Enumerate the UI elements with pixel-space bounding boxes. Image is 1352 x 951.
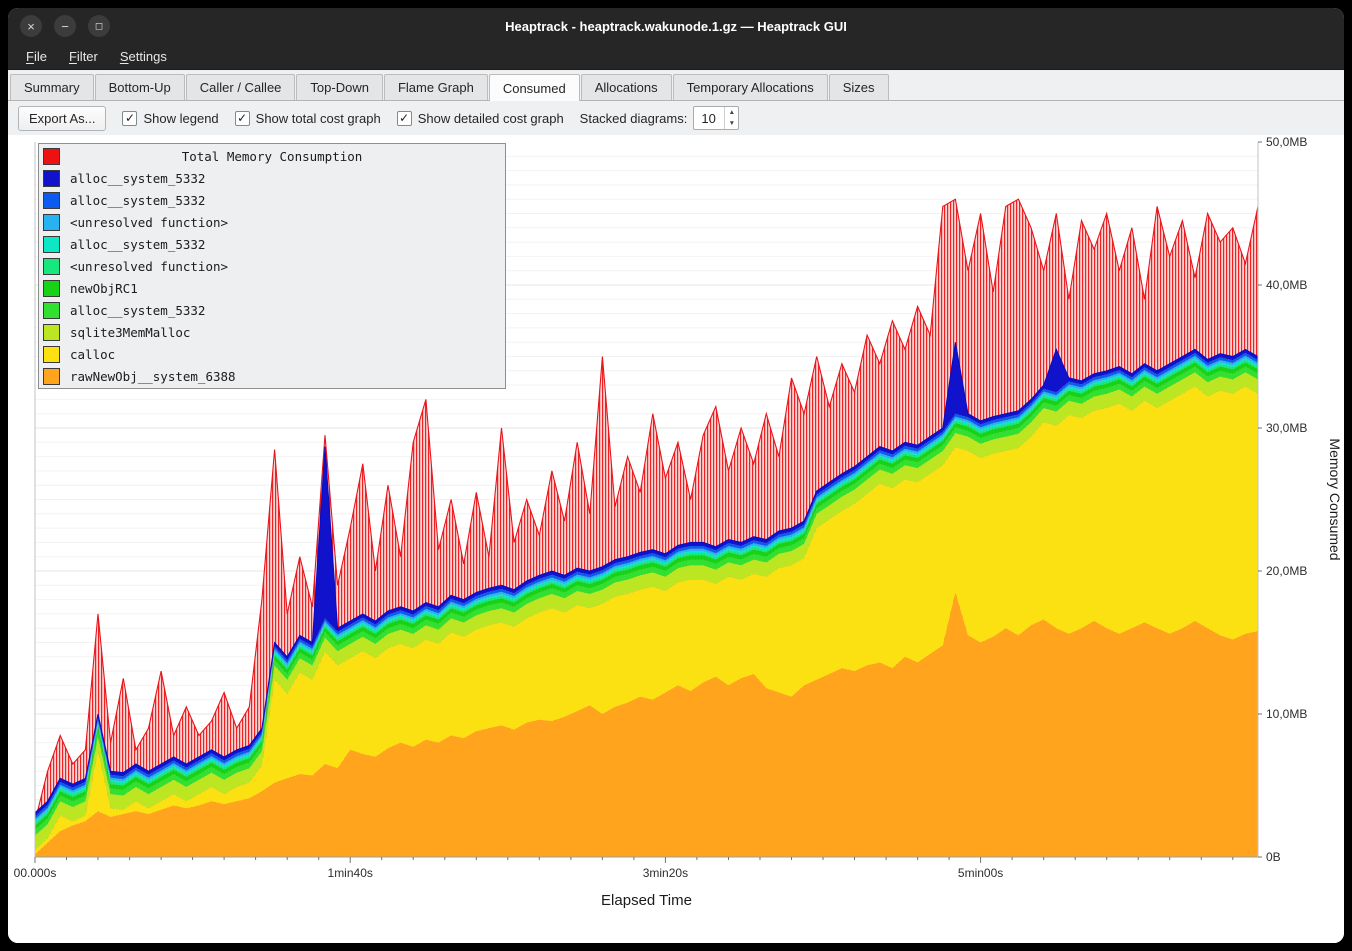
checkmark-icon: ✓ bbox=[397, 111, 412, 126]
stacked-diagrams-label: Stacked diagrams: bbox=[580, 111, 688, 126]
legend-item-label: <unresolved function> bbox=[70, 215, 228, 230]
legend-swatch bbox=[43, 192, 60, 209]
tab-flame-graph[interactable]: Flame Graph bbox=[384, 74, 488, 100]
tab-top-down[interactable]: Top-Down bbox=[296, 74, 383, 100]
minimize-button[interactable]: − bbox=[54, 15, 76, 37]
legend-item-label: alloc__system_5332 bbox=[70, 171, 205, 186]
legend-item: <unresolved function> bbox=[39, 255, 505, 277]
checkbox-show-detailed-cost-graph[interactable]: ✓ Show detailed cost graph bbox=[397, 111, 564, 126]
tab-consumed[interactable]: Consumed bbox=[489, 74, 580, 101]
stacked-diagrams-spinbox[interactable]: 10 ▲ ▼ bbox=[693, 106, 739, 130]
checkbox-label: Show legend bbox=[143, 111, 218, 126]
legend-item-label: calloc bbox=[70, 347, 115, 362]
legend-item-label: alloc__system_5332 bbox=[70, 237, 205, 252]
legend-swatch bbox=[43, 368, 60, 385]
x-axis-title: Elapsed Time bbox=[601, 892, 692, 909]
legend-item: newObjRC1 bbox=[39, 277, 505, 299]
x-tick-label: 1min40s bbox=[328, 866, 373, 880]
legend-swatch bbox=[43, 236, 60, 253]
window-controls: × − ◻ bbox=[20, 15, 110, 37]
legend-item: <unresolved function> bbox=[39, 211, 505, 233]
y-tick-label: 10,0MB bbox=[1266, 707, 1307, 721]
legend-title-row: Total Memory Consumption bbox=[39, 145, 505, 167]
legend-item-label: newObjRC1 bbox=[70, 281, 138, 296]
maximize-icon: ◻ bbox=[95, 21, 103, 32]
spinbox-down-button[interactable]: ▼ bbox=[725, 118, 738, 129]
export-as-button[interactable]: Export As... bbox=[18, 106, 106, 131]
x-tick-label: 00.000s bbox=[14, 866, 57, 880]
spinbox-up-button[interactable]: ▲ bbox=[725, 107, 738, 118]
menubar: FileFilterSettings bbox=[8, 44, 1344, 70]
legend-swatch bbox=[43, 302, 60, 319]
menu-settings[interactable]: Settings bbox=[110, 46, 177, 67]
close-icon: × bbox=[27, 19, 35, 34]
chart-legend: Total Memory Consumption alloc__system_5… bbox=[38, 143, 506, 389]
window-title: Heaptrack - heaptrack.wakunode.1.gz — He… bbox=[8, 19, 1344, 34]
spinbox-buttons: ▲ ▼ bbox=[724, 107, 738, 129]
checkbox-label: Show detailed cost graph bbox=[418, 111, 564, 126]
titlebar: × − ◻ Heaptrack - heaptrack.wakunode.1.g… bbox=[8, 8, 1344, 44]
legend-item: alloc__system_5332 bbox=[39, 299, 505, 321]
legend-item: alloc__system_5332 bbox=[39, 233, 505, 255]
legend-swatch bbox=[43, 280, 60, 297]
legend-item-label: rawNewObj__system_6388 bbox=[70, 369, 236, 384]
tab-allocations[interactable]: Allocations bbox=[581, 74, 672, 100]
legend-item-label: alloc__system_5332 bbox=[70, 193, 205, 208]
legend-item: calloc bbox=[39, 343, 505, 365]
toolbar: Export As... ✓ Show legend ✓ Show total cos… bbox=[8, 101, 1344, 135]
tab-bar: SummaryBottom-UpCaller / CalleeTop-DownF… bbox=[8, 70, 1344, 101]
legend-item: alloc__system_5332 bbox=[39, 189, 505, 211]
legend-item-label: <unresolved function> bbox=[70, 259, 228, 274]
stacked-diagrams-group: Stacked diagrams: 10 ▲ ▼ bbox=[580, 106, 740, 130]
app-window: × − ◻ Heaptrack - heaptrack.wakunode.1.g… bbox=[8, 8, 1344, 943]
close-button[interactable]: × bbox=[20, 15, 42, 37]
legend-item: sqlite3MemMalloc bbox=[39, 321, 505, 343]
tab-temporary-allocations[interactable]: Temporary Allocations bbox=[673, 74, 828, 100]
tab-sizes[interactable]: Sizes bbox=[829, 74, 889, 100]
chart-area: 0B 10,0MB 20,0MB 30,0MB 40,0MB 50,0MB 00.000s 1… bbox=[8, 135, 1344, 943]
checkmark-icon: ✓ bbox=[122, 111, 137, 126]
spinbox-value[interactable]: 10 bbox=[694, 107, 724, 129]
menu-filter[interactable]: Filter bbox=[59, 46, 108, 67]
checkbox-show-total-cost-graph[interactable]: ✓ Show total cost graph bbox=[235, 111, 381, 126]
legend-item-label: sqlite3MemMalloc bbox=[70, 325, 190, 340]
y-tick-label: 50,0MB bbox=[1266, 135, 1307, 149]
checkbox-group: ✓ Show legend ✓ Show total cost graph ✓ Show … bbox=[122, 111, 563, 126]
minimize-icon: − bbox=[61, 19, 69, 34]
tab-bottom-up[interactable]: Bottom-Up bbox=[95, 74, 185, 100]
checkbox-label: Show total cost graph bbox=[256, 111, 381, 126]
y-tick-label: 40,0MB bbox=[1266, 278, 1307, 292]
legend-item: alloc__system_5332 bbox=[39, 167, 505, 189]
legend-swatch bbox=[43, 214, 60, 231]
checkbox-show-legend[interactable]: ✓ Show legend bbox=[122, 111, 218, 126]
checkmark-icon: ✓ bbox=[235, 111, 250, 126]
y-axis-title: Memory Consumed bbox=[1327, 438, 1343, 560]
tab-summary[interactable]: Summary bbox=[10, 74, 94, 100]
y-tick-label: 20,0MB bbox=[1266, 564, 1307, 578]
y-tick-label: 30,0MB bbox=[1266, 421, 1307, 435]
legend-title: Total Memory Consumption bbox=[60, 149, 484, 164]
x-tick-label: 5min00s bbox=[958, 866, 1003, 880]
legend-swatch-total bbox=[43, 148, 60, 165]
legend-swatch bbox=[43, 324, 60, 341]
legend-swatch bbox=[43, 258, 60, 275]
y-tick-label: 0B bbox=[1266, 850, 1281, 864]
menu-file[interactable]: File bbox=[16, 46, 57, 67]
legend-swatch bbox=[43, 346, 60, 363]
tab-caller-callee[interactable]: Caller / Callee bbox=[186, 74, 296, 100]
legend-item: rawNewObj__system_6388 bbox=[39, 365, 505, 387]
legend-swatch bbox=[43, 170, 60, 187]
maximize-button[interactable]: ◻ bbox=[88, 15, 110, 37]
legend-items: alloc__system_5332 alloc__system_5332 <unr… bbox=[39, 167, 505, 387]
legend-item-label: alloc__system_5332 bbox=[70, 303, 205, 318]
x-tick-label: 3min20s bbox=[643, 866, 688, 880]
